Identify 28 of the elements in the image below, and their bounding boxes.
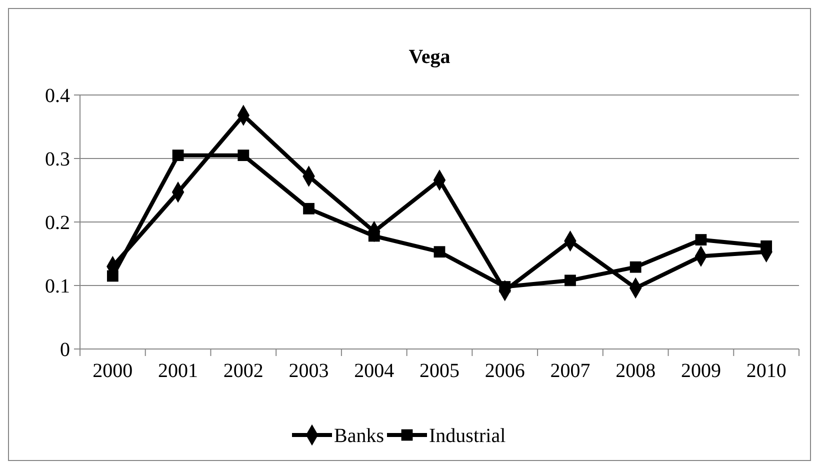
point [172,150,184,162]
legend-label: Industrial [429,425,506,447]
y-tick-label: 0 [60,339,70,361]
y-tick-label: 0.4 [45,85,70,107]
x-tick-label: 2005 [420,360,460,382]
point [695,234,707,246]
x-tick-label: 2003 [288,360,329,382]
point [760,240,772,252]
x-tick-label: 2001 [158,360,198,382]
legend-label: Banks [334,425,384,447]
x-tick-label: 2002 [223,360,264,382]
x-tick-label: 2009 [680,360,721,382]
x-tick-label: 2006 [484,360,525,382]
y-tick-label: 0.3 [45,148,70,170]
point [303,202,314,214]
point [238,150,250,162]
point [106,270,118,282]
x-tick-label: 2008 [616,360,656,382]
x-tick-label: 2007 [550,360,590,382]
x-tick-label: 2010 [746,360,786,382]
y-tick-label: 0.2 [45,212,70,234]
chart-title: Vega [408,46,450,68]
x-tick-label: 2000 [92,360,133,382]
point [564,274,576,286]
point [630,261,642,273]
x-tick-label: 2004 [354,360,394,382]
y-tick-label: 0.1 [45,276,70,298]
point [434,246,446,258]
